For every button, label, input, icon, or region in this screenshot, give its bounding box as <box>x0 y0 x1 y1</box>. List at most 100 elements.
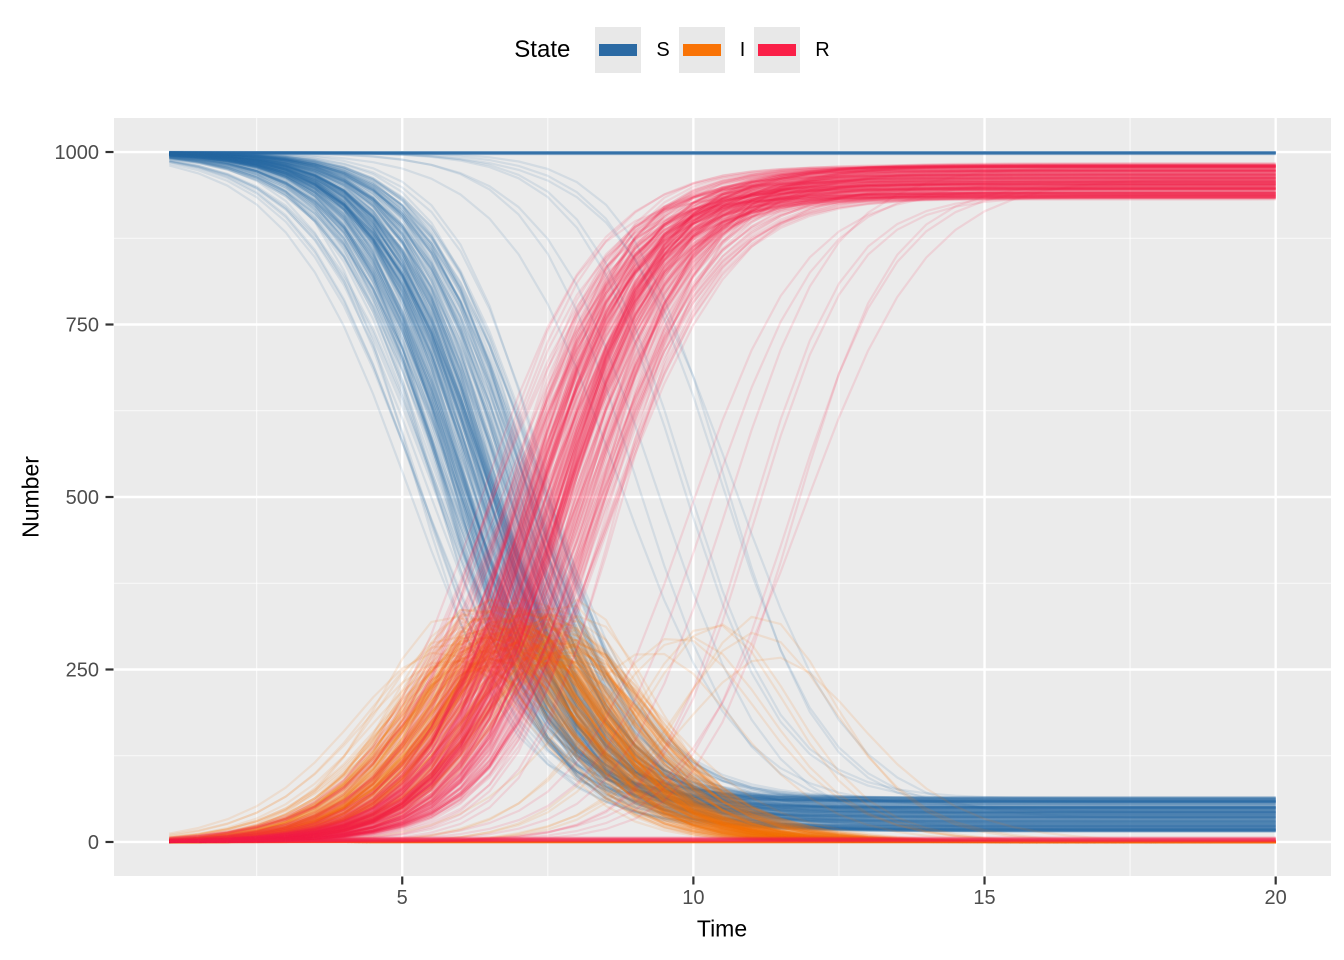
trajectory-line <box>169 669 1276 844</box>
trajectory-line <box>169 152 1276 815</box>
trajectory-line <box>169 178 1276 842</box>
trajectory-line <box>169 176 1276 842</box>
trajectory-line <box>169 652 1276 844</box>
trajectory-line <box>169 191 1276 843</box>
trajectory-line <box>169 185 1276 843</box>
trajectory-line <box>169 613 1276 844</box>
trajectory-line <box>169 197 1276 843</box>
trajectory-line <box>169 651 1276 844</box>
trajectory-line <box>169 613 1276 844</box>
trajectory-line <box>169 150 1276 803</box>
trajectory-line <box>169 152 1276 823</box>
trajectory-line <box>169 635 1276 844</box>
trajectory-line <box>169 169 1276 844</box>
trajectory-line <box>169 191 1276 844</box>
trajectory-line <box>169 176 1276 843</box>
trajectory-line <box>169 151 1276 827</box>
trajectory-line <box>169 154 1276 804</box>
trajectory-line <box>169 152 1276 819</box>
trajectory-line <box>169 598 1276 844</box>
trajectory-line <box>169 628 1276 844</box>
trajectory-line <box>169 837 1276 844</box>
trajectory-line <box>169 166 1276 843</box>
trajectory-line <box>169 152 1276 829</box>
trajectory-line <box>169 182 1276 843</box>
trajectory-line <box>169 151 1276 814</box>
trajectory-line <box>169 174 1276 843</box>
trajectory-line <box>169 193 1276 843</box>
trajectory-line <box>169 194 1276 844</box>
trajectory-line <box>169 151 1276 815</box>
trajectory-line <box>169 656 1276 844</box>
trajectory-line <box>169 163 1276 843</box>
trajectory-line <box>169 152 1276 811</box>
trajectory-line <box>169 176 1276 844</box>
trajectory-line <box>169 630 1276 844</box>
trajectory-line <box>169 151 1276 819</box>
trajectory-line <box>169 182 1276 843</box>
trajectory-line <box>169 151 1276 809</box>
trajectory-line <box>169 659 1276 844</box>
x-tick-label: 15 <box>973 887 995 909</box>
trajectory-line <box>169 837 1276 844</box>
trajectory-line <box>169 151 1276 828</box>
trajectory-line <box>169 187 1276 842</box>
trajectory-line <box>169 186 1276 843</box>
y-tick-label: 0 <box>88 832 99 854</box>
y-axis-title: Number <box>17 456 44 538</box>
trajectory-line <box>169 187 1276 843</box>
trajectory-line <box>169 153 1276 831</box>
trajectory-line <box>169 182 1276 843</box>
trajectory-line <box>169 191 1276 843</box>
trajectory-line <box>169 152 1276 800</box>
trajectory-line <box>169 152 1276 831</box>
trajectory-line <box>169 838 1276 844</box>
trajectory-line <box>169 156 1276 803</box>
trajectory-line <box>169 613 1276 844</box>
trajectory-line <box>169 153 1276 805</box>
trajectory-line <box>169 153 1276 806</box>
legend-swatch-s <box>599 44 638 56</box>
trajectory-line <box>169 164 1276 843</box>
trajectory-line <box>169 617 1276 844</box>
trajectory-line <box>169 622 1276 844</box>
trajectory-line <box>169 838 1276 844</box>
trajectory-line <box>169 195 1276 843</box>
trajectory-line <box>169 185 1276 843</box>
trajectory-line <box>169 151 1276 802</box>
trajectory-line <box>169 838 1276 844</box>
trajectory-line <box>169 836 1276 844</box>
trajectory-line <box>169 152 1276 821</box>
trajectory-line <box>169 610 1276 844</box>
trajectory-line <box>169 650 1276 844</box>
trajectory-line <box>169 635 1276 844</box>
legend-item-r: R <box>754 27 830 73</box>
trajectory-line <box>169 173 1276 843</box>
trajectory-line <box>169 656 1276 844</box>
trajectory-line <box>169 838 1276 844</box>
trajectory-line <box>169 633 1276 844</box>
trajectory-line <box>169 152 1276 811</box>
trajectory-line <box>169 164 1276 843</box>
trajectory-line <box>169 157 1276 818</box>
trajectory-line <box>169 164 1276 830</box>
trajectory-line <box>169 153 1276 832</box>
trajectory-line <box>169 182 1276 844</box>
trajectory-line <box>169 168 1276 842</box>
trajectory-line <box>169 642 1276 844</box>
trajectory-line <box>169 150 1276 813</box>
trajectory-line <box>169 640 1276 844</box>
legend-label-i: I <box>739 38 746 61</box>
trajectory-line <box>169 636 1276 844</box>
trajectory-line <box>169 174 1276 843</box>
trajectory-line <box>169 191 1276 843</box>
x-tick-label: 5 <box>397 887 408 909</box>
trajectory-line <box>169 152 1276 814</box>
trajectory-line <box>169 165 1276 842</box>
trajectory-line <box>169 635 1276 844</box>
trajectory-line <box>169 156 1276 813</box>
trajectory-line <box>169 650 1276 844</box>
trajectory-line <box>169 650 1276 844</box>
trajectory-line <box>169 156 1276 802</box>
trajectory-line <box>169 157 1276 802</box>
